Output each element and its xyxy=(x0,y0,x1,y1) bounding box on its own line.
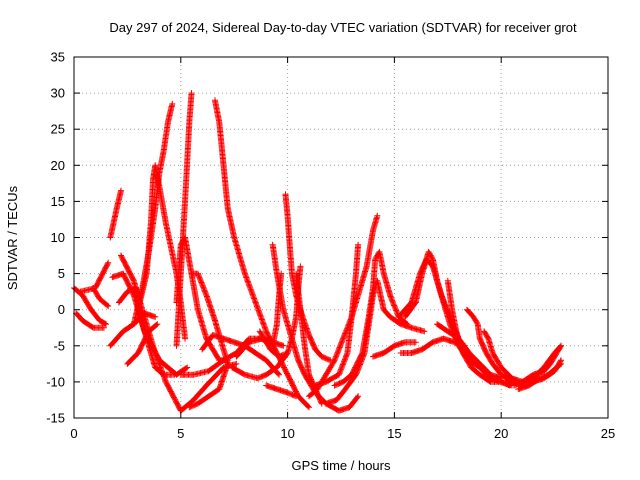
x-tick-label: 5 xyxy=(177,426,184,441)
series-arc-22 xyxy=(256,328,291,360)
y-tick-label: -10 xyxy=(46,374,65,389)
x-tick-label: 20 xyxy=(494,426,508,441)
x-tick-label: 0 xyxy=(70,426,77,441)
y-tick-label: 20 xyxy=(51,158,65,173)
x-tick-label: 10 xyxy=(280,426,294,441)
series-arc-41 xyxy=(515,360,564,393)
series-arc-40 xyxy=(511,342,564,389)
series-arc-30 xyxy=(331,248,411,389)
y-tick-label: 5 xyxy=(58,266,65,281)
data-markers xyxy=(71,90,564,414)
data-marker-path xyxy=(511,342,564,389)
y-tick-label: 35 xyxy=(51,50,65,65)
y-tick-label: 10 xyxy=(51,230,65,245)
data-marker-path xyxy=(444,277,513,389)
series-arc-02 xyxy=(73,310,107,331)
y-tick-label: -5 xyxy=(53,338,65,353)
series-arc-28 xyxy=(312,241,362,389)
series-arc-36 xyxy=(444,277,513,389)
y-tick-label: 25 xyxy=(51,122,65,137)
y-tick-label: 30 xyxy=(51,86,65,101)
data-marker-path xyxy=(263,382,300,400)
y-tick-label: 0 xyxy=(58,302,65,317)
chart-title: Day 297 of 2024, Sidereal Day-to-day VTE… xyxy=(109,20,577,35)
y-tick-label: 15 xyxy=(51,194,65,209)
series-arc-04 xyxy=(90,285,112,310)
data-marker-path xyxy=(331,248,411,389)
axis-ticks: 0 5 10 15 20 25 -15 -10 -5 0 5 10 15 20 25 30 35 xyxy=(46,50,615,442)
x-tick-label: 15 xyxy=(387,426,401,441)
data-marker-path xyxy=(312,241,362,389)
series-arc-31 xyxy=(370,339,419,360)
series-arc-23 xyxy=(263,382,300,400)
data-marker-path xyxy=(370,339,419,360)
series-arc-14 xyxy=(173,90,195,349)
x-axis-label: GPS time / hours xyxy=(292,458,391,473)
y-tick-label: -15 xyxy=(46,411,65,426)
data-marker-path xyxy=(173,90,195,349)
y-axis-label: SDTVAR / TECUs xyxy=(5,185,20,290)
data-marker-path xyxy=(515,360,564,393)
series-arc-05 xyxy=(107,187,124,241)
data-marker-path xyxy=(124,321,161,367)
data-marker-path xyxy=(256,328,291,360)
series-arc-10 xyxy=(124,321,161,367)
data-marker-path xyxy=(107,187,124,241)
data-marker-path xyxy=(90,285,112,310)
x-tick-label: 25 xyxy=(601,426,615,441)
data-marker-path xyxy=(73,310,107,331)
